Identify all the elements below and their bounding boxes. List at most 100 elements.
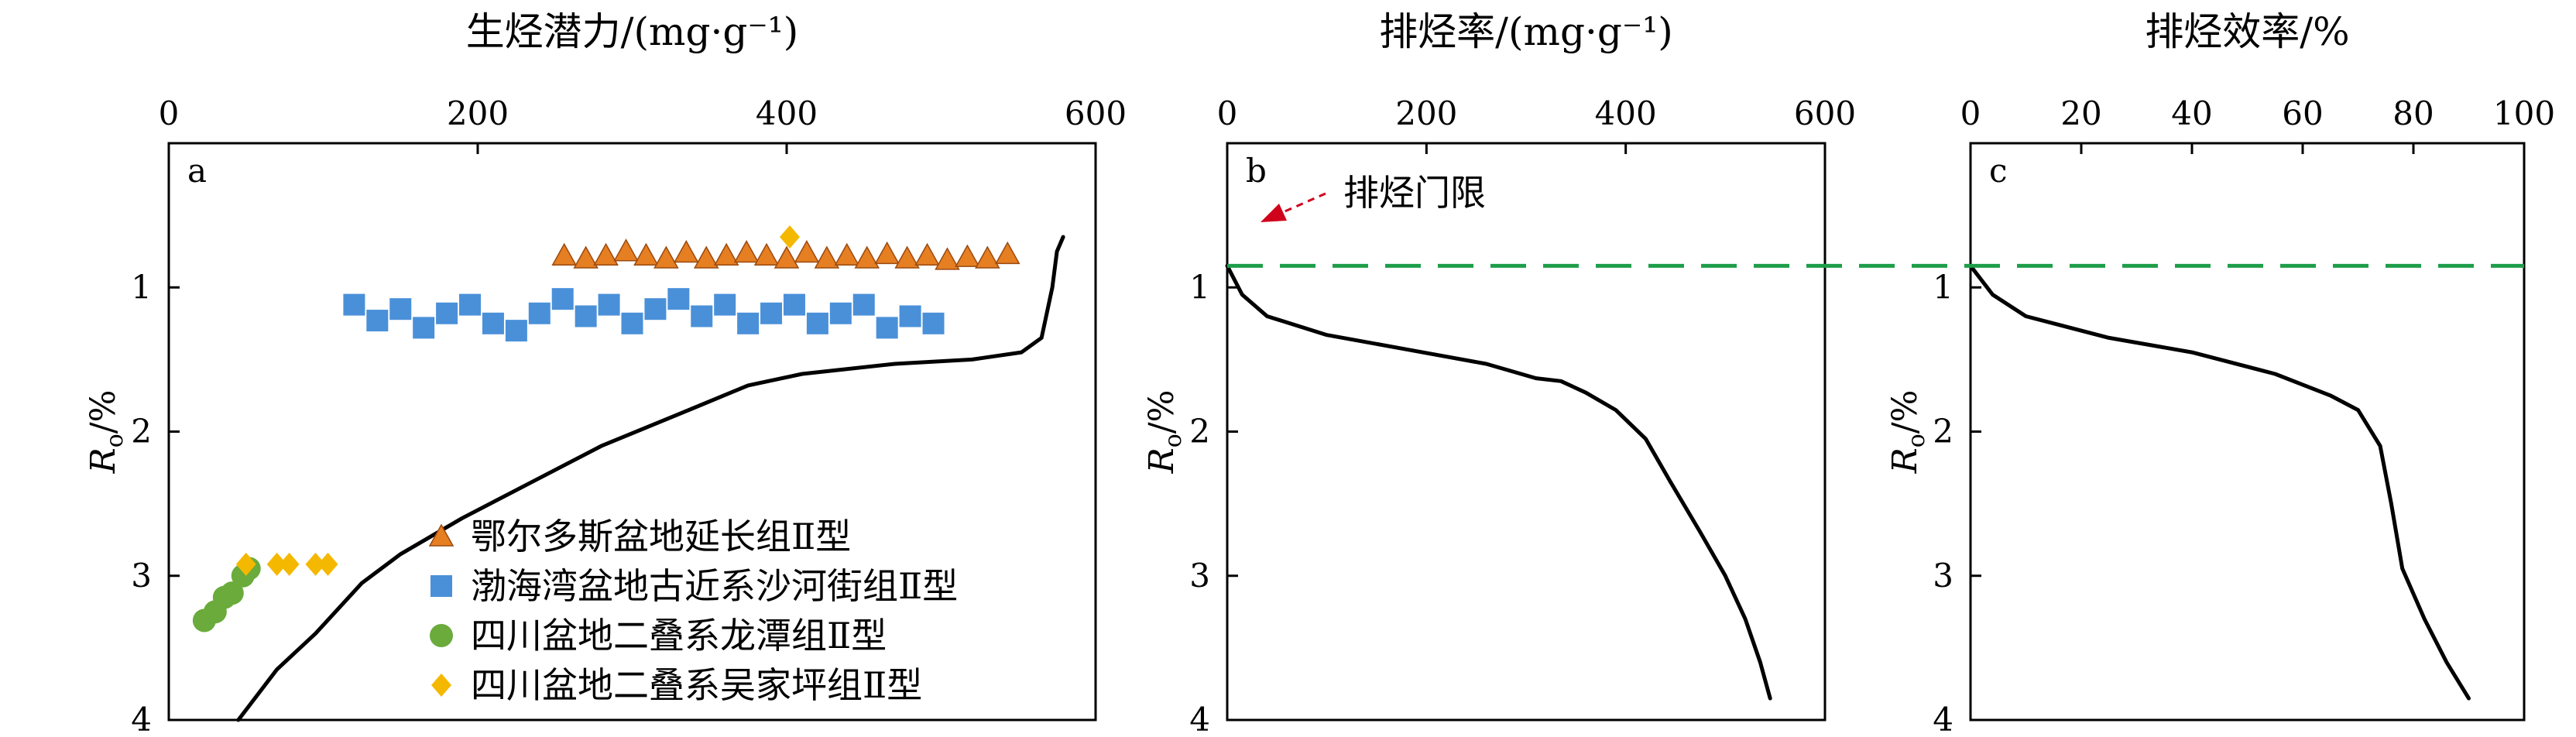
y-axis-label-main: R <box>1885 447 1925 474</box>
x-tick-label: 400 <box>756 94 818 132</box>
legend-item-1: 渤海湾盆地古近系沙河街组Ⅱ型 <box>430 565 958 607</box>
data-point-triangle <box>753 242 780 266</box>
data-point-square <box>505 320 527 342</box>
x-tick-label: 40 <box>2171 94 2212 132</box>
data-point-triangle <box>874 241 900 265</box>
data-point-square <box>389 298 412 321</box>
data-point-triangle <box>713 242 739 266</box>
legend: 鄂尔多斯盆地延长组Ⅱ型渤海湾盆地古近系沙河街组Ⅱ型四川盆地二叠系龙潭组Ⅱ型四川盆… <box>428 516 958 706</box>
x-tick-label: 100 <box>2493 94 2555 132</box>
data-point-square <box>737 312 760 334</box>
data-point-triangle <box>653 245 679 269</box>
data-point-square <box>413 317 435 339</box>
data-point-diamond <box>266 552 287 576</box>
x-tick-label: 600 <box>1794 94 1856 132</box>
data-point-square <box>551 288 574 310</box>
y-tick-label: 4 <box>1189 701 1210 737</box>
y-tick-label: 2 <box>1933 413 1953 451</box>
data-point-square <box>459 293 482 316</box>
data-point-triangle <box>693 245 719 269</box>
data-point-square <box>528 302 551 324</box>
data-point-square <box>691 305 713 327</box>
data-point-triangle <box>995 241 1020 265</box>
data-point-triangle <box>834 242 860 266</box>
x-tick-label: 200 <box>1395 94 1457 132</box>
plot-frame <box>1969 142 2526 722</box>
data-point-diamond <box>279 552 300 576</box>
data-point-triangle <box>593 242 619 266</box>
data-point-triangle <box>613 238 639 262</box>
data-point-triangle <box>894 245 920 269</box>
x-tick-label: 600 <box>1065 94 1127 132</box>
x-axis-title: 生烃潜力/(mg·g⁻¹) <box>466 9 799 54</box>
data-point-square <box>829 302 852 324</box>
data-point-triangle <box>733 240 760 263</box>
data-point-triangle <box>573 245 599 269</box>
x-tick-label: 200 <box>447 94 509 132</box>
data-point-diamond <box>305 552 326 576</box>
series-3 <box>235 225 800 576</box>
data-point-diamond <box>235 552 256 576</box>
x-tick-label: 60 <box>2282 94 2323 132</box>
legend-marker-diamond <box>431 674 451 697</box>
y-axis-label-sub: o <box>1903 434 1930 447</box>
x-tick-label: 0 <box>1217 94 1238 132</box>
y-tick-label: 4 <box>131 701 152 737</box>
y-axis-label: Ro/% <box>84 390 129 475</box>
panel-c: 0 20 40 60 80 100 1 2 3 4 排烃效率/% Ro/% c <box>1885 9 2555 737</box>
legend-item-2: 四川盆地二叠系龙潭组Ⅱ型 <box>430 615 887 656</box>
panel-label: a <box>187 152 207 190</box>
panel-label: b <box>1246 152 1267 190</box>
maturity-curve <box>1225 263 1772 701</box>
y-tick-label: 1 <box>1189 268 1210 306</box>
panel-a: 0 200 400 600 1 2 3 4 生烃潜力/(mg·g⁻¹) Ro/% a 鄂尔多斯盆地延长… <box>84 9 1127 737</box>
data-point-triangle <box>794 240 820 263</box>
data-point-square <box>482 312 504 334</box>
y-axis-label-unit: /% <box>1885 390 1925 434</box>
annotation-text: 排烃门限 <box>1343 172 1486 214</box>
data-point-triangle <box>854 245 880 269</box>
data-point-triangle <box>773 245 800 269</box>
legend-item-3: 四川盆地二叠系吴家坪组Ⅱ型 <box>431 664 922 706</box>
data-point-square <box>621 312 643 334</box>
x-tick-label: 80 <box>2392 94 2434 132</box>
y-axis-label-main: R <box>1142 447 1182 474</box>
data-point-diamond <box>317 552 338 576</box>
plot-frame <box>1226 142 1827 722</box>
data-point-triangle <box>955 244 980 267</box>
data-point-square <box>436 302 458 324</box>
data-point-square <box>783 293 805 316</box>
y-tick-label: 4 <box>1933 701 1953 737</box>
legend-marker-square <box>430 575 452 597</box>
panel-b: 0 200 400 600 1 2 3 4 排烃率/(mg·g⁻¹) Ro/% b 排烃门限 <box>1142 9 1856 737</box>
data-point-square <box>714 293 736 316</box>
data-point-square <box>575 305 597 327</box>
y-axis-label: Ro/% <box>1142 390 1187 475</box>
data-point-triangle <box>633 242 659 266</box>
legend-marker-triangle <box>428 523 454 547</box>
data-point-circle <box>220 581 244 605</box>
y-axis-label-unit: /% <box>84 390 123 434</box>
data-point-triangle <box>935 247 960 270</box>
x-tick-label: 0 <box>159 94 180 132</box>
data-point-triangle <box>914 242 940 266</box>
legend-marker-circle <box>430 624 453 647</box>
data-point-diamond <box>779 225 800 249</box>
threshold-annotation: 排烃门限 <box>1261 172 1486 222</box>
data-point-square <box>922 312 945 334</box>
legend-label: 鄂尔多斯盆地延长组Ⅱ型 <box>471 516 851 557</box>
data-point-square <box>760 302 783 324</box>
y-tick-label: 2 <box>1189 413 1210 451</box>
data-point-square <box>852 293 875 316</box>
series-0 <box>551 238 1020 270</box>
data-point-square <box>876 317 898 339</box>
data-point-square <box>598 293 620 316</box>
x-tick-label: 20 <box>2060 94 2101 132</box>
maturity-curve <box>236 235 1065 722</box>
data-point-square <box>366 310 389 332</box>
data-point-square <box>343 293 365 316</box>
data-point-square <box>644 298 667 321</box>
y-tick-label: 2 <box>131 413 152 451</box>
y-tick-label: 3 <box>1189 557 1210 595</box>
